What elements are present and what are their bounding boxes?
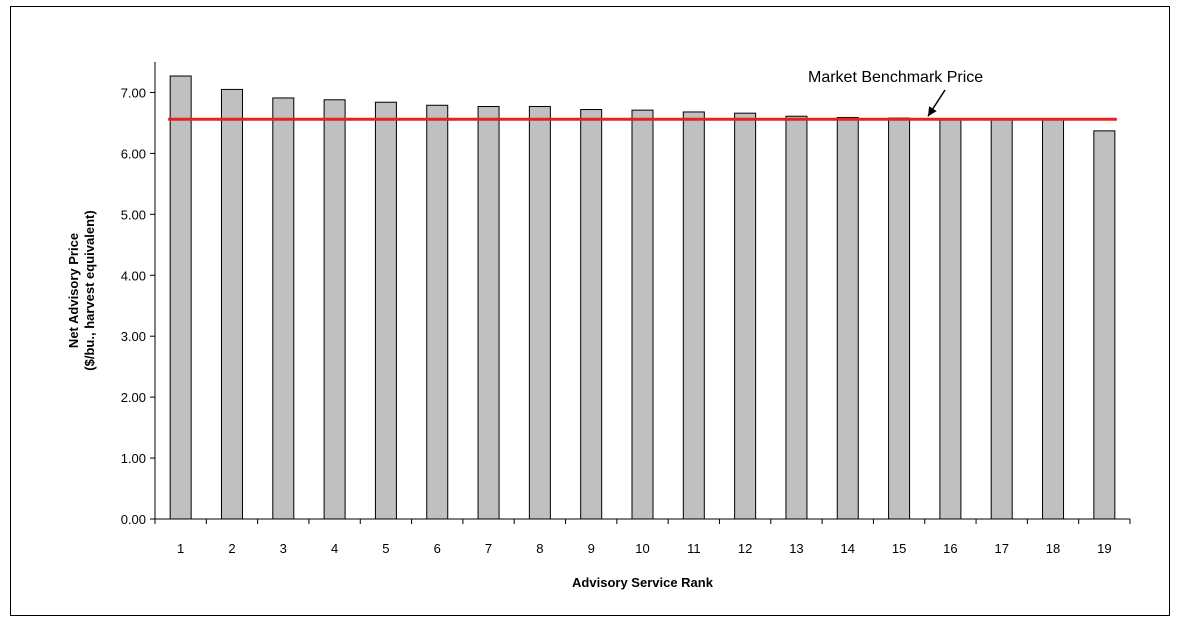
bar-rank-13 <box>785 115 808 520</box>
bar-rank-16 <box>939 118 962 520</box>
x-tick-label: 12 <box>738 541 752 556</box>
bar-rank-10 <box>631 109 654 520</box>
bar-rank-5 <box>374 101 397 520</box>
x-tick-label: 4 <box>331 541 338 556</box>
x-tick-label: 3 <box>280 541 287 556</box>
bar-rank-2 <box>220 88 243 520</box>
bar-rank-17 <box>990 118 1013 520</box>
bar-rank-11 <box>682 111 705 520</box>
y-tick-label: 5.00 <box>121 207 146 222</box>
benchmark-arrowhead <box>928 106 937 117</box>
x-tick-label: 11 <box>687 541 701 556</box>
bar-rank-18 <box>1042 119 1065 520</box>
y-tick-label: 1.00 <box>121 451 146 466</box>
x-tick-label: 13 <box>789 541 803 556</box>
x-ticks-group: 1 2 3 4 5 6 7 8 9 10 11 12 13 14 15 16 17 18 19 <box>154 519 1131 556</box>
bar-rank-14 <box>836 116 859 520</box>
y-tick-label: 3.00 <box>121 329 146 344</box>
bar-rank-3 <box>272 97 295 520</box>
bar-rank-6 <box>426 104 449 520</box>
bar-rank-1 <box>169 75 192 520</box>
y-tick-label: 4.00 <box>121 268 146 283</box>
axes-group <box>154 62 1130 520</box>
x-tick-label: 14 <box>841 541 855 556</box>
x-tick-label: 8 <box>536 541 543 556</box>
x-tick-label: 5 <box>382 541 389 556</box>
x-tick-label: 15 <box>892 541 906 556</box>
x-tick-label: 9 <box>588 541 595 556</box>
x-tick-label: 16 <box>943 541 957 556</box>
y-tick-label: 7.00 <box>121 85 146 100</box>
bar-rank-15 <box>888 117 911 520</box>
x-tick-label: 2 <box>228 541 235 556</box>
x-tick-label: 18 <box>1046 541 1060 556</box>
x-tick-label: 17 <box>994 541 1008 556</box>
y-tick-label: 0.00 <box>121 512 146 527</box>
x-tick-label: 6 <box>434 541 441 556</box>
x-tick-label: 10 <box>635 541 649 556</box>
y-axis-title-line1: Net Advisory Price <box>66 233 81 348</box>
x-axis-title: Advisory Service Rank <box>572 575 714 590</box>
x-tick-label: 19 <box>1097 541 1111 556</box>
y-tick-label: 6.00 <box>121 146 146 161</box>
bar-rank-7 <box>477 105 500 520</box>
y-ticks-group: 0.00 1.00 2.00 3.00 4.00 5.00 6.00 7.00 <box>121 85 155 527</box>
x-tick-label: 1 <box>177 541 184 556</box>
bar-rank-9 <box>580 109 603 520</box>
bars-group <box>169 75 1116 520</box>
bar-rank-4 <box>323 99 346 520</box>
benchmark-label: Market Benchmark Price <box>808 69 983 86</box>
x-tick-label: 7 <box>485 541 492 556</box>
bar-rank-8 <box>528 105 551 520</box>
bar-rank-12 <box>734 112 757 520</box>
y-tick-label: 2.00 <box>121 390 146 405</box>
y-axis-title-line2: ($/bu., harvest equivalent) <box>82 210 97 370</box>
bar-rank-19 <box>1093 130 1116 520</box>
